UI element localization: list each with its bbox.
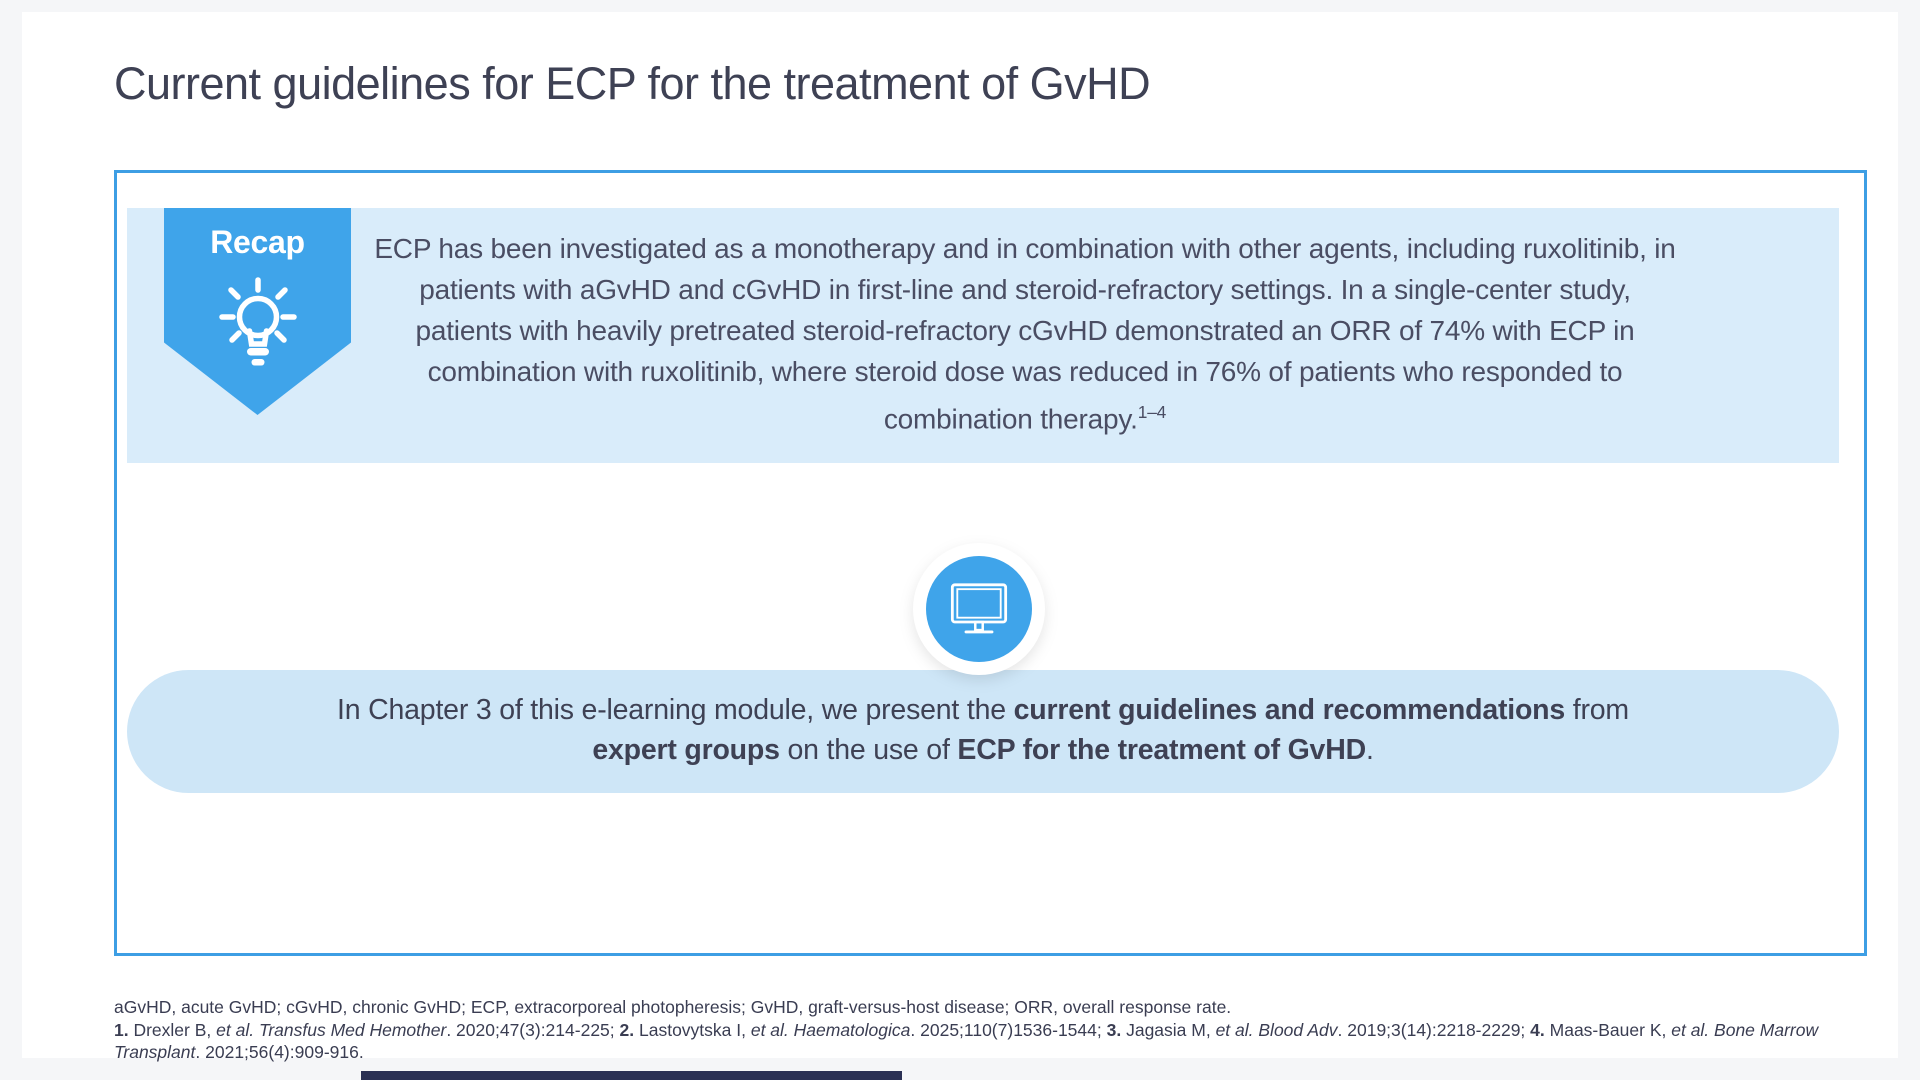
recap-badge-label: Recap xyxy=(210,224,305,260)
footnote-abbreviations: aGvHD, acute GvHD; cGvHD, chronic GvHD; … xyxy=(114,997,1232,1017)
slide-canvas: Current guidelines for ECP for the treat… xyxy=(22,12,1898,1062)
monitor-icon-circle xyxy=(926,556,1032,662)
bottom-progress-bar xyxy=(361,1071,902,1080)
monitor-icon-ring xyxy=(913,543,1045,675)
monitor-icon xyxy=(948,581,1010,637)
footnote-references: 1. Drexler B, et al. Transfus Med Hemoth… xyxy=(114,1020,1819,1062)
lightbulb-icon xyxy=(164,269,351,373)
chapter-callout-text: In Chapter 3 of this e-learning module, … xyxy=(337,694,1629,766)
recap-paragraph: ECP has been investigated as a monothera… xyxy=(374,233,1676,435)
page-title: Current guidelines for ECP for the treat… xyxy=(114,58,1151,109)
recap-panel: ECP has been investigated as a monothera… xyxy=(127,208,1839,463)
chapter-callout: In Chapter 3 of this e-learning module, … xyxy=(127,670,1839,793)
footnotes: aGvHD, acute GvHD; cGvHD, chronic GvHD; … xyxy=(114,996,1872,1063)
